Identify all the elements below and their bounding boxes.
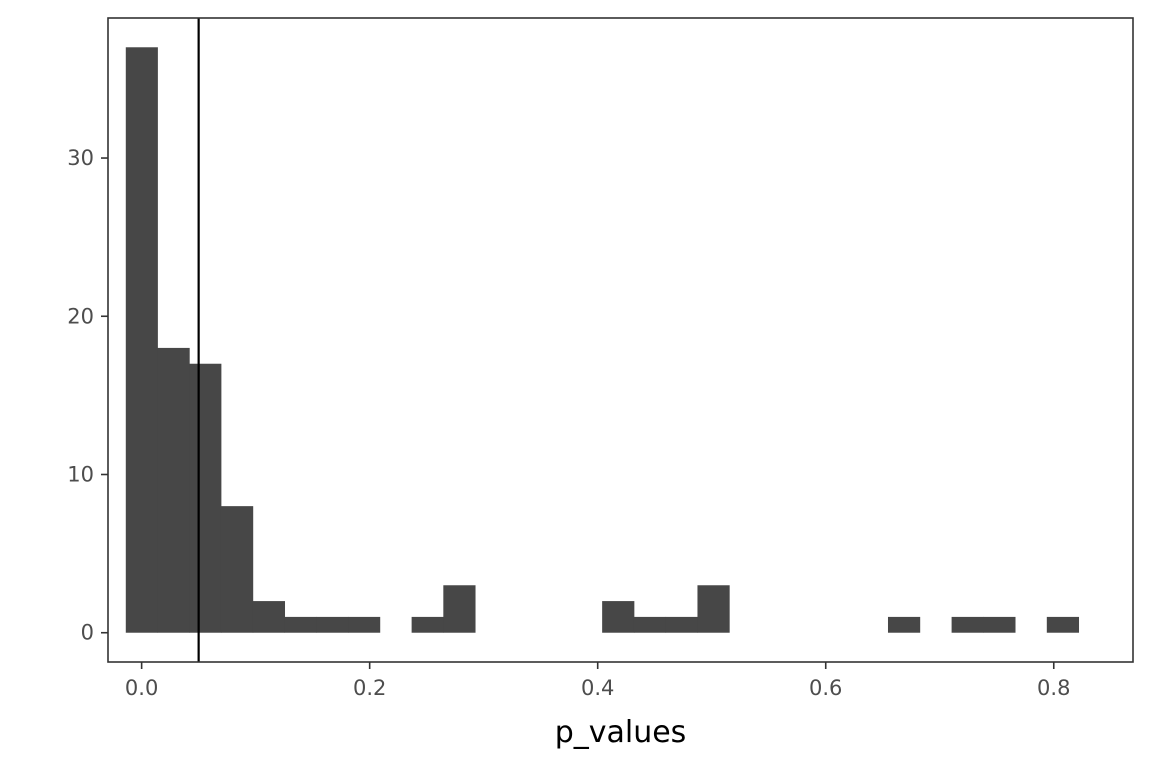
x-tick-label-4: 0.8 [1037,676,1070,700]
panel-border [107,17,1134,663]
y-tick-label-0: 0 [81,621,94,645]
histogram-bar-7 [348,616,381,633]
y-tick-label-3: 30 [67,146,94,170]
histogram-bar-29 [1046,616,1080,633]
histogram-bar-6 [316,616,349,633]
y-axis: 0 10 20 30 [67,146,108,645]
histogram-bar-9 [411,616,444,633]
x-axis: 0.0 0.2 0.4 0.6 0.8 [125,662,1070,700]
histogram-bar-18 [697,585,730,633]
histogram-bar-17 [665,616,698,633]
histogram-bar-16 [633,616,667,633]
histogram-bar-24 [887,616,921,633]
histogram-bar-15 [602,601,635,633]
histogram-bars [125,47,1080,633]
x-tick-label-3: 0.6 [809,676,842,700]
y-tick-label-1: 10 [67,462,94,486]
x-axis-title: p_values [555,715,687,750]
histogram-bar-5 [284,616,317,633]
histogram-bar-0 [125,47,158,633]
histogram-bar-3 [220,506,254,633]
histogram-bar-1 [157,347,190,633]
histogram-bar-26 [951,616,984,633]
histogram-bar-2 [189,363,222,633]
histogram-bar-27 [983,616,1016,633]
x-tick-label-0: 0.0 [125,676,158,700]
y-tick-label-2: 20 [67,304,94,328]
x-tick-label-1: 0.2 [353,676,386,700]
histogram-bar-10 [443,585,476,633]
histogram-bar-4 [252,601,286,633]
x-tick-label-2: 0.4 [581,676,614,700]
